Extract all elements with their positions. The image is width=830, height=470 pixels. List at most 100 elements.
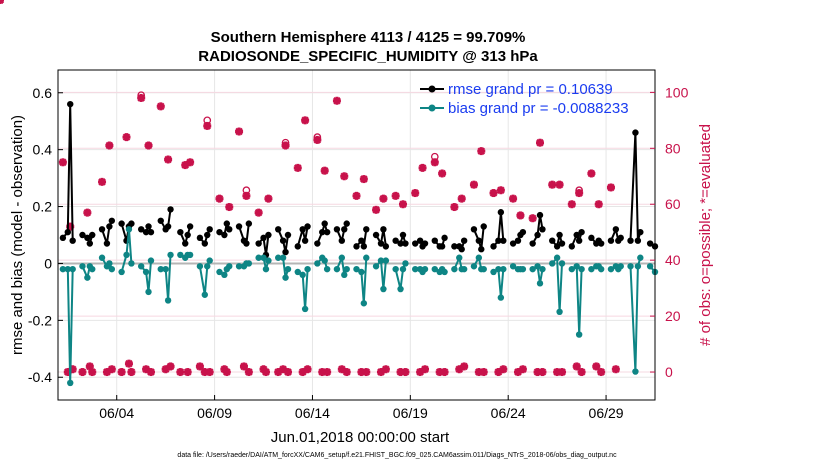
rmse-point <box>478 246 485 253</box>
obs-evaluated-marker <box>411 189 420 198</box>
bias-point <box>475 254 483 261</box>
obs-evaluated-marker <box>592 362 601 371</box>
rmse-point <box>519 228 527 236</box>
rmse-point <box>416 237 424 244</box>
rmse-point <box>255 240 262 247</box>
obs-evaluated-marker <box>127 368 136 377</box>
obs-evaluated-stroke <box>166 362 175 371</box>
bias-point <box>539 265 546 273</box>
rmse-point <box>265 231 272 239</box>
bias-point <box>456 254 463 261</box>
rmse-point <box>221 231 228 239</box>
rmse-point <box>397 240 404 247</box>
y-right-tick-label: 60 <box>665 196 681 212</box>
bias-point <box>495 265 502 273</box>
rmse-point <box>333 226 341 233</box>
rmse-point <box>282 248 289 256</box>
data-file-footer: data file: /Users/raeder/DAI/ATM_forcXX/… <box>177 452 617 459</box>
obs-evaluated-marker <box>235 127 244 136</box>
rmse-point <box>223 220 231 227</box>
bias-point <box>431 265 438 273</box>
obs-evaluated-marker <box>499 365 508 374</box>
bias-point <box>147 257 155 264</box>
obs-evaluated-stroke <box>528 214 537 222</box>
y-tick-label: 0.6 <box>33 85 53 101</box>
obs-evaluated-stroke <box>460 362 468 371</box>
bias-point <box>534 263 541 270</box>
obs-evaluated-marker <box>313 135 322 144</box>
obs-evaluated-marker <box>323 368 332 377</box>
rmse-point <box>421 240 429 247</box>
rmse-point <box>399 231 407 239</box>
rmse-point <box>438 243 446 250</box>
rmse-point <box>617 234 624 242</box>
obs-evaluated-stroke <box>88 368 97 376</box>
bias-point <box>79 263 86 270</box>
plot-frame <box>57 69 656 401</box>
y-tick-label: -0.2 <box>28 312 52 328</box>
rmse-point <box>204 231 211 239</box>
obs-evaluated-stroke <box>342 368 351 376</box>
bias-point <box>509 263 517 270</box>
bias-point <box>607 265 615 273</box>
obs-evaluated-stroke <box>127 368 136 376</box>
obs-evaluated-stroke <box>281 141 290 150</box>
rmse-point <box>323 228 331 236</box>
bias-point <box>260 254 267 261</box>
rmse-point <box>79 231 86 239</box>
rmse-point <box>470 226 478 233</box>
obs-evaluated-stroke <box>577 368 586 376</box>
rmse-point <box>536 211 544 219</box>
obs-evaluated-marker <box>469 180 478 189</box>
bias-point <box>460 265 468 273</box>
rmse-point <box>353 243 360 250</box>
obs-evaluated-marker <box>146 368 155 377</box>
rmse-point <box>458 246 465 253</box>
bias-point <box>323 265 331 273</box>
bias-point <box>333 265 341 273</box>
rmse-point <box>157 217 164 224</box>
obs-evaluated-marker <box>528 214 537 223</box>
obs-evaluated-marker <box>195 362 204 371</box>
obs-evaluated-marker <box>430 158 439 167</box>
bias-point <box>637 254 644 261</box>
bias-point <box>377 257 385 264</box>
bias-point <box>421 265 429 273</box>
rmse-point <box>201 240 209 247</box>
rmse-point <box>142 228 150 236</box>
obs-evaluated-marker <box>438 169 447 178</box>
bias-point <box>382 257 390 264</box>
bias-point <box>84 274 91 281</box>
x-tick-label: 06/24 <box>491 405 526 421</box>
obs-evaluated-marker <box>440 368 449 377</box>
rmse-point <box>275 226 282 233</box>
rmse-point <box>69 237 76 244</box>
obs-evaluated-stroke <box>78 368 87 376</box>
obs-evaluated-marker <box>457 194 466 203</box>
obs-evaluated-marker <box>264 194 273 203</box>
legend-bias-label: bias grand pr = -0.0088233 <box>448 100 629 117</box>
bias-point <box>358 268 365 276</box>
bias-point <box>294 268 301 276</box>
obs-evaluated-stroke <box>245 368 253 376</box>
bias-point <box>98 254 106 261</box>
obs-evaluated-stroke <box>122 133 131 141</box>
rmse-point <box>578 228 585 236</box>
obs-evaluated-marker <box>516 211 525 220</box>
bias-point <box>588 265 595 273</box>
rmse-point <box>186 223 194 230</box>
obs-evaluated-marker <box>479 368 488 377</box>
obs-evaluated-marker <box>606 183 615 192</box>
bias-point <box>162 265 169 273</box>
obs-evaluated-marker <box>137 93 146 102</box>
x-axis-label: Jun.01,2018 00:00:00 start <box>271 429 450 446</box>
obs-evaluated-stroke <box>183 368 192 376</box>
bias-point <box>157 265 164 273</box>
obs-evaluated-stroke <box>294 164 302 172</box>
rmse-point <box>412 240 419 247</box>
obs-evaluated-stroke <box>125 359 133 368</box>
rmse-point <box>509 240 517 247</box>
y-right-tick-label: 100 <box>665 84 689 100</box>
obs-evaluated-marker <box>303 365 312 374</box>
obs-evaluated-marker <box>164 155 173 164</box>
